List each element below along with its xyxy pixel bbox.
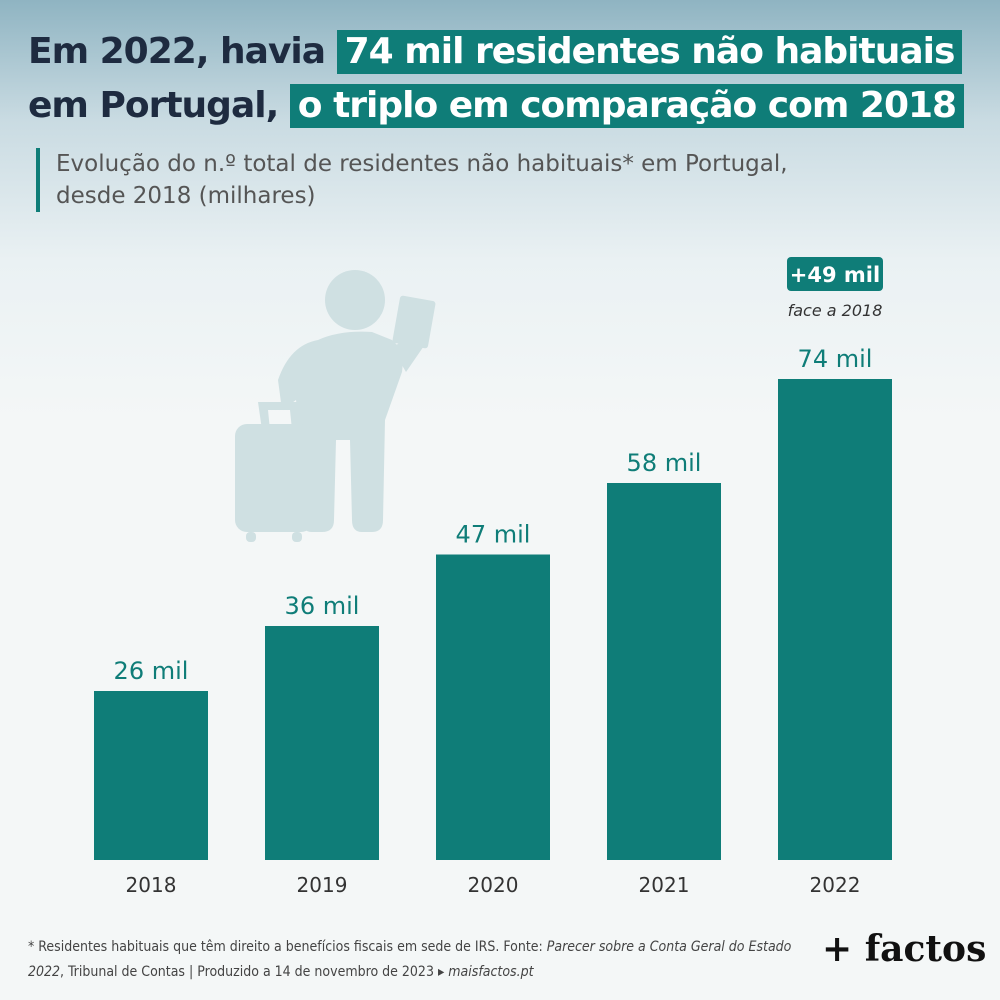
title-highlight: o triplo em comparação com 2018 [289,84,965,128]
x-tick-label: 2020 [468,873,519,897]
chart-subtitle: Evolução do n.º total de residentes não … [36,148,876,212]
x-tick-label: 2019 [297,873,348,897]
bar-2020 [436,554,550,860]
bar-2022 [778,379,892,860]
x-tick-label: 2018 [126,873,177,897]
title-highlight: 74 mil residentes não habituais [336,30,963,74]
bar-value-label: 26 mil [114,657,189,685]
bar-value-label: 36 mil [285,592,360,620]
title-line-1: Em 2022, havia 74 mil residentes não hab… [28,30,963,74]
bar-2018 [94,691,208,860]
x-tick-label: 2021 [639,873,690,897]
x-tick-label: 2022 [810,873,861,897]
footnote: * Residentes habituais que têm direito a… [28,935,791,985]
title-line-2: em Portugal, o triplo em comparação com … [28,84,965,128]
title-text: em Portugal, [28,85,279,126]
subtitle-line: desde 2018 (milhares) [56,183,316,209]
brand-logo: + factos [822,928,987,970]
bar-value-label: 74 mil [798,345,873,373]
footnote-text: * Residentes habituais que têm direito a… [28,939,543,955]
change-badge [787,257,883,291]
change-badge-text: +49 mil [790,263,880,287]
title-text: Em 2022, havia [28,31,326,72]
bars [94,379,892,860]
subtitle-line: Evolução do n.º total de residentes não … [56,151,788,177]
change-note: face a 2018 [788,301,883,320]
bar-2019 [265,626,379,860]
traveller-illustration-icon [235,270,436,542]
change-annotation: +49 mil face a 2018 [787,257,883,320]
bar-value-label: 47 mil [456,521,531,549]
bar-value-label: 58 mil [627,449,702,477]
footnote-source-year: 2022 [28,964,61,980]
bar-value-labels: 26 mil 36 mil 47 mil 58 mil 74 mil [114,345,873,685]
bar-2021 [607,483,721,860]
footnote-text: , Tribunal de Contas | Produzido a 14 de… [60,964,445,980]
footnote-source: Parecer sobre a Conta Geral do Estado [546,939,792,955]
x-axis-tick-labels: 2018 2019 2020 2021 2022 [126,873,861,897]
site-link[interactable]: maisfactos.pt [448,964,534,980]
